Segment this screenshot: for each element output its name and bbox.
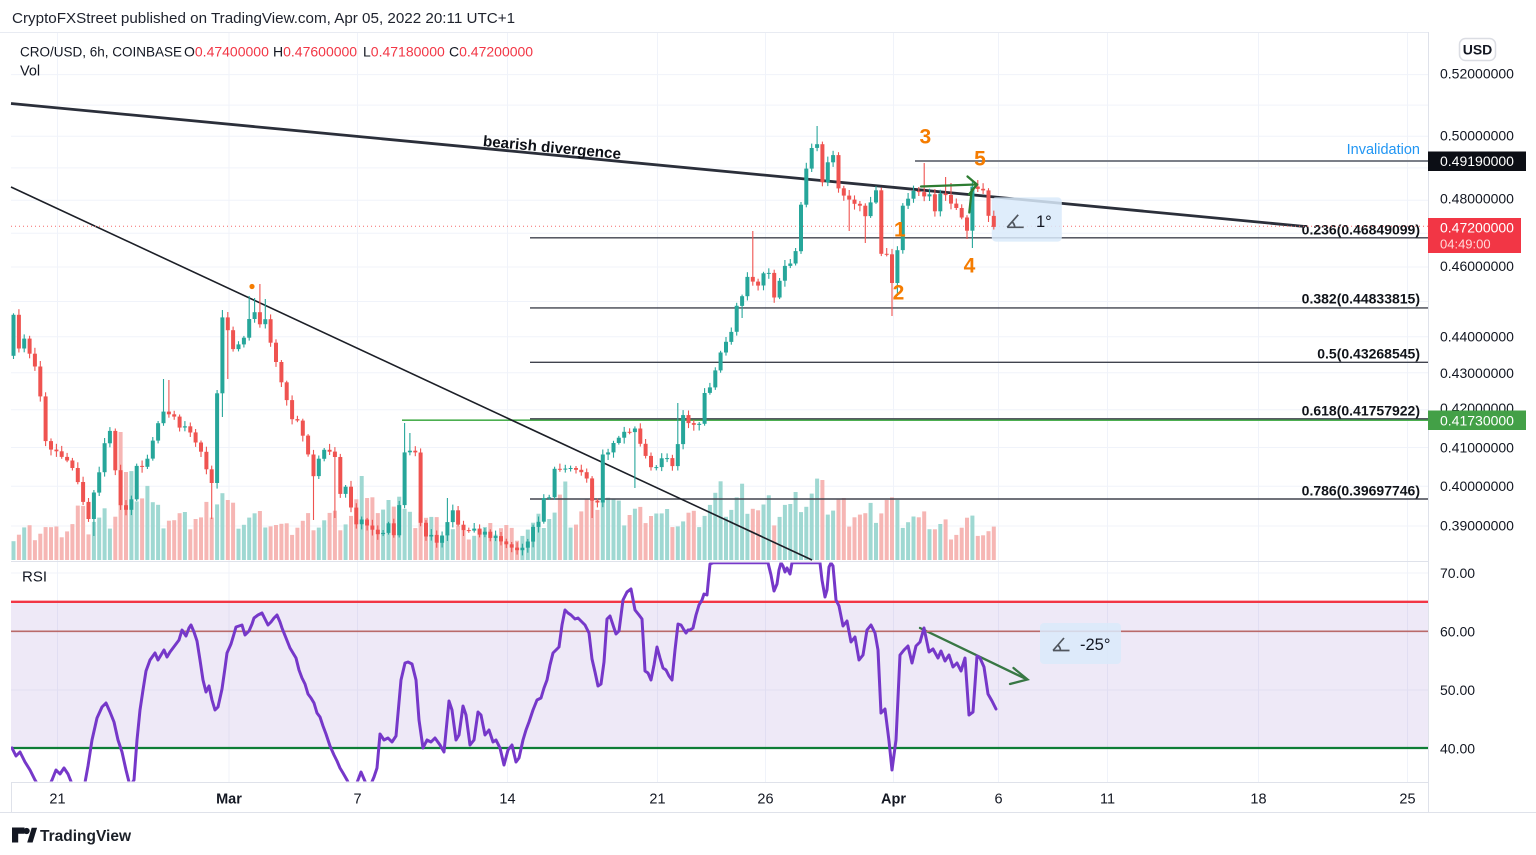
svg-text:3: 3 bbox=[919, 125, 931, 148]
svg-text:40.00: 40.00 bbox=[1440, 741, 1475, 757]
svg-text:2: 2 bbox=[893, 282, 905, 305]
svg-text:TradingView: TradingView bbox=[40, 828, 132, 845]
svg-text:1: 1 bbox=[894, 219, 906, 242]
svg-text:0.49190000: 0.49190000 bbox=[1440, 153, 1514, 169]
svg-text:70.00: 70.00 bbox=[1440, 565, 1475, 581]
svg-text:50.00: 50.00 bbox=[1440, 682, 1475, 698]
svg-text:0.52000000: 0.52000000 bbox=[1440, 66, 1514, 82]
svg-text:21: 21 bbox=[49, 792, 65, 808]
svg-text:26: 26 bbox=[757, 792, 773, 808]
svg-text:L0.47180000: L0.47180000 bbox=[363, 44, 445, 60]
svg-text:18: 18 bbox=[1250, 792, 1266, 808]
svg-text:Vol: Vol bbox=[20, 64, 40, 80]
svg-text:14: 14 bbox=[499, 792, 515, 808]
svg-text:0.46000000: 0.46000000 bbox=[1440, 258, 1514, 274]
svg-text:0.48000000: 0.48000000 bbox=[1440, 191, 1514, 207]
svg-text:4: 4 bbox=[964, 255, 976, 278]
svg-text:0.50000000: 0.50000000 bbox=[1440, 128, 1514, 144]
svg-text:5: 5 bbox=[974, 148, 986, 171]
svg-text:0.618(0.41757922): 0.618(0.41757922) bbox=[1302, 403, 1420, 419]
svg-text:CryptoFXStreet published on Tr: CryptoFXStreet published on TradingView.… bbox=[12, 10, 515, 27]
svg-text:0.44000000: 0.44000000 bbox=[1440, 329, 1514, 345]
svg-text:21: 21 bbox=[649, 792, 665, 808]
svg-text:04:49:00: 04:49:00 bbox=[1440, 237, 1491, 252]
svg-text:0.43000000: 0.43000000 bbox=[1440, 365, 1514, 381]
svg-text:0.382(0.44833815): 0.382(0.44833815) bbox=[1302, 291, 1420, 307]
svg-text:25: 25 bbox=[1399, 792, 1415, 808]
svg-text:0.39000000: 0.39000000 bbox=[1440, 518, 1514, 534]
svg-text:Apr: Apr bbox=[881, 792, 906, 808]
svg-text:C0.47200000: C0.47200000 bbox=[449, 44, 533, 60]
svg-text:1°: 1° bbox=[1036, 213, 1052, 231]
svg-text:O0.47400000: O0.47400000 bbox=[184, 44, 269, 60]
svg-text:RSI: RSI bbox=[22, 569, 47, 586]
svg-text:Mar: Mar bbox=[216, 792, 242, 808]
svg-text:0.41730000: 0.41730000 bbox=[1440, 413, 1514, 429]
svg-text:H0.47600000: H0.47600000 bbox=[273, 44, 357, 60]
svg-text:USD: USD bbox=[1463, 42, 1493, 58]
svg-text:CRO/USD, 6h, COINBASE: CRO/USD, 6h, COINBASE bbox=[20, 45, 182, 60]
svg-text:0.5(0.43268545): 0.5(0.43268545) bbox=[1317, 346, 1420, 362]
svg-text:0.47200000: 0.47200000 bbox=[1440, 220, 1514, 236]
svg-text:0.40000000: 0.40000000 bbox=[1440, 478, 1514, 494]
svg-text:11: 11 bbox=[1100, 792, 1115, 808]
svg-text:6: 6 bbox=[994, 792, 1002, 808]
svg-text:7: 7 bbox=[353, 792, 361, 808]
svg-text:0.786(0.39697746): 0.786(0.39697746) bbox=[1302, 483, 1420, 499]
svg-text:Invalidation: Invalidation bbox=[1347, 142, 1420, 158]
svg-text:-25°: -25° bbox=[1080, 636, 1110, 654]
svg-text:0.41000000: 0.41000000 bbox=[1440, 440, 1514, 456]
svg-text:0.236(0.46849099): 0.236(0.46849099) bbox=[1302, 222, 1420, 238]
svg-text:60.00: 60.00 bbox=[1440, 624, 1475, 640]
